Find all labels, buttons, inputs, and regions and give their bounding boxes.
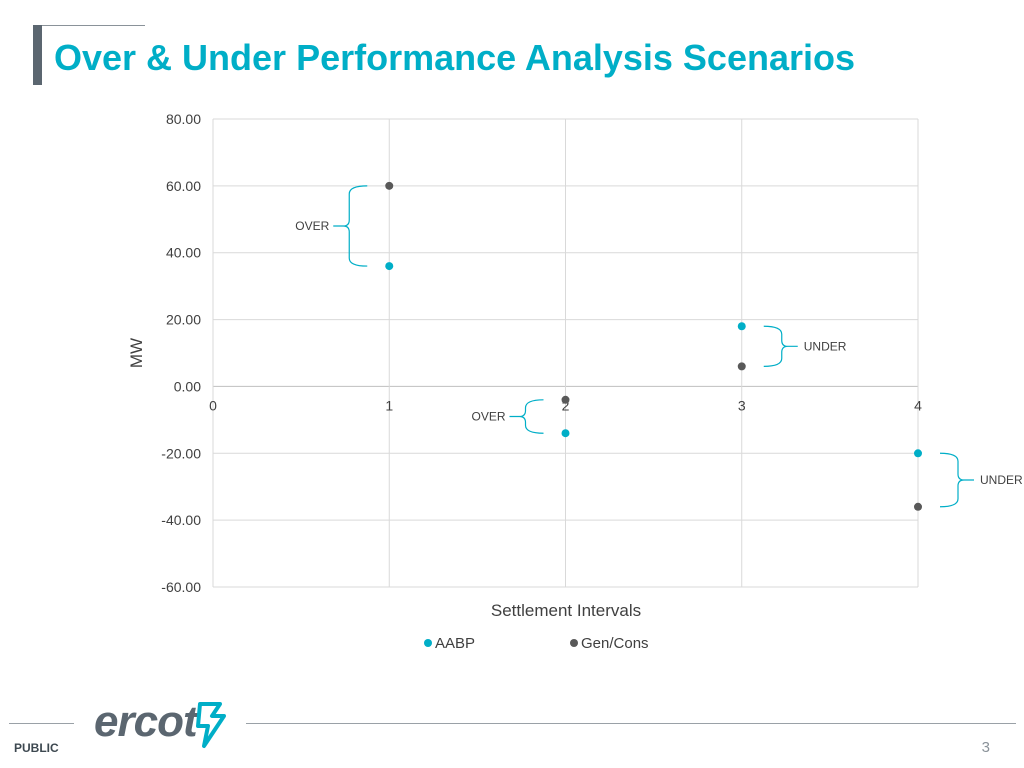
x-tick-label: 2 bbox=[562, 397, 570, 413]
y-tick-label: -40.00 bbox=[161, 512, 201, 528]
x-axis-label: Settlement Intervals bbox=[491, 601, 641, 620]
footer-rule-left bbox=[9, 723, 74, 724]
footer-rule-right bbox=[246, 723, 1016, 724]
y-tick-label: 40.00 bbox=[166, 245, 201, 261]
legend-marker bbox=[424, 639, 432, 647]
data-point bbox=[737, 362, 746, 371]
classification-label: PUBLIC bbox=[14, 741, 59, 755]
annotation-brace bbox=[333, 185, 368, 267]
scatter-chart: 80.00 60.00 40.00 20.00 0.00 -20.00 -40.00 -60.… bbox=[127, 111, 1023, 652]
page-number: 3 bbox=[981, 739, 990, 756]
y-tick-label: -60.00 bbox=[161, 579, 201, 595]
legend-entry: AABP bbox=[435, 635, 475, 652]
x-tick-label: 0 bbox=[209, 397, 217, 413]
x-tick-label: 4 bbox=[914, 397, 922, 413]
ercot-logo: ercot bbox=[94, 697, 226, 748]
title-accent-bar bbox=[33, 25, 42, 85]
annotation-brace bbox=[939, 452, 974, 508]
legend-marker bbox=[570, 639, 578, 647]
data-point bbox=[914, 502, 922, 511]
annotation-brace bbox=[509, 399, 544, 434]
data-point bbox=[561, 429, 570, 438]
data-points bbox=[385, 181, 922, 511]
data-point bbox=[737, 322, 746, 331]
chart-legend: AABP Gen/Cons bbox=[424, 635, 649, 652]
chart-grid bbox=[212, 118, 919, 588]
data-point bbox=[561, 395, 570, 404]
annotation-label: UNDER bbox=[804, 339, 847, 353]
y-tick-label: 0.00 bbox=[174, 378, 201, 394]
annotation-label: UNDER bbox=[980, 473, 1023, 487]
y-tick-label: 80.00 bbox=[166, 111, 201, 127]
x-tick-label: 3 bbox=[738, 397, 746, 413]
logo-wordmark: ercot bbox=[94, 697, 200, 746]
y-tick-label: 60.00 bbox=[166, 178, 201, 194]
page-title: Over & Under Performance Analysis Scenar… bbox=[54, 37, 855, 78]
x-tick-label: 1 bbox=[385, 397, 393, 413]
title-rule bbox=[42, 25, 145, 26]
annotation-label: OVER bbox=[295, 219, 329, 233]
annotation-label: OVER bbox=[471, 410, 505, 424]
bolt-icon bbox=[196, 702, 226, 748]
axis-ticks: 80.00 60.00 40.00 20.00 0.00 -20.00 -40.00 -60.… bbox=[161, 111, 922, 595]
y-tick-label: -20.00 bbox=[161, 445, 201, 461]
annotation-brace bbox=[763, 325, 798, 367]
data-point bbox=[914, 449, 922, 458]
data-point bbox=[385, 262, 394, 271]
legend-entry: Gen/Cons bbox=[581, 635, 649, 652]
y-tick-label: 20.00 bbox=[166, 312, 201, 328]
y-axis-label: MW bbox=[127, 338, 146, 368]
data-point bbox=[385, 181, 394, 190]
chart-annotations: OVER OVER UNDER UNDER bbox=[295, 185, 1023, 508]
